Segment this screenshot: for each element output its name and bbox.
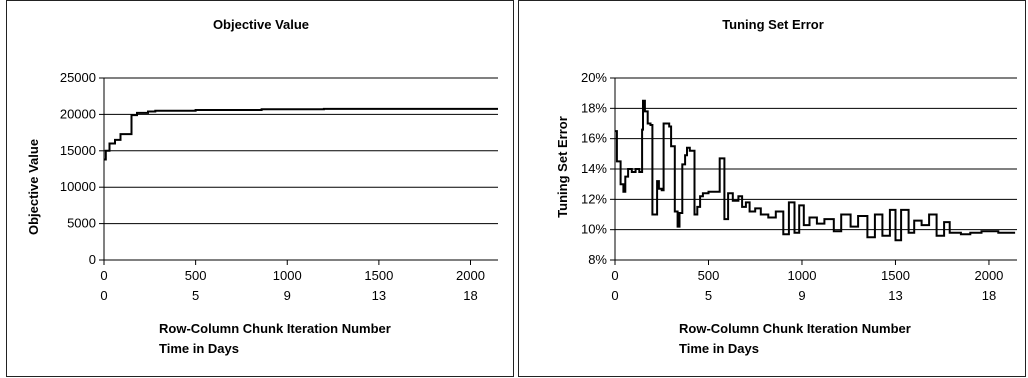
x-tick-label: 0 (611, 268, 618, 283)
tuning-set-error-chart-panel: Tuning Set Error Tuning Set Error Row-Co… (518, 0, 1026, 377)
secondary-x-tick-label: 5 (705, 288, 712, 303)
y-axis-title: Tuning Set Error (555, 116, 570, 218)
chart-title: Tuning Set Error (722, 17, 824, 32)
x-tick-label: 500 (185, 268, 207, 283)
y-tick-label: 16% (581, 131, 607, 146)
y-tick-label: 8% (588, 252, 607, 267)
x-tick-label: 1000 (788, 268, 817, 283)
secondary-x-tick-label: 9 (284, 288, 291, 303)
x-tick-label: 1500 (364, 268, 393, 283)
x-tick-label: 2000 (456, 268, 485, 283)
series-line (615, 101, 1015, 241)
y-tick-label: 15000 (60, 143, 96, 158)
y-tick-label: 20000 (60, 106, 96, 121)
x-axis-title: Row-Column Chunk Iteration Number (159, 321, 391, 336)
secondary-x-tick-label: 18 (982, 288, 996, 303)
chart-title: Objective Value (213, 17, 309, 32)
y-tick-label: 12% (581, 191, 607, 206)
tuning-set-error-chart: Tuning Set Error Tuning Set Error Row-Co… (519, 1, 1027, 378)
y-tick-label: 0 (89, 252, 96, 267)
x-tick-label: 2000 (974, 268, 1003, 283)
x-axis-title: Row-Column Chunk Iteration Number (679, 321, 911, 336)
series-line (104, 109, 498, 160)
y-tick-label: 10000 (60, 179, 96, 194)
x-axis-subtitle: Time in Days (159, 341, 239, 356)
x-tick-label: 0 (100, 268, 107, 283)
y-tick-label: 25000 (60, 70, 96, 85)
secondary-x-tick-label: 13 (372, 288, 386, 303)
secondary-x-tick-label: 0 (611, 288, 618, 303)
secondary-x-tick-label: 9 (798, 288, 805, 303)
y-tick-label: 20% (581, 70, 607, 85)
y-tick-label: 10% (581, 222, 607, 237)
secondary-x-tick-label: 18 (463, 288, 477, 303)
x-tick-label: 500 (698, 268, 720, 283)
y-tick-label: 14% (581, 161, 607, 176)
y-tick-label: 18% (581, 100, 607, 115)
y-axis-title: Objective Value (26, 139, 41, 235)
x-tick-label: 1500 (881, 268, 910, 283)
objective-value-chart: Objective Value Objective Value Row-Colu… (7, 1, 515, 378)
secondary-x-tick-label: 0 (100, 288, 107, 303)
y-tick-label: 5000 (67, 216, 96, 231)
x-axis-subtitle: Time in Days (679, 341, 759, 356)
secondary-x-tick-label: 5 (192, 288, 199, 303)
x-tick-label: 1000 (273, 268, 302, 283)
objective-value-chart-panel: Objective Value Objective Value Row-Colu… (6, 0, 514, 377)
secondary-x-tick-label: 13 (888, 288, 902, 303)
